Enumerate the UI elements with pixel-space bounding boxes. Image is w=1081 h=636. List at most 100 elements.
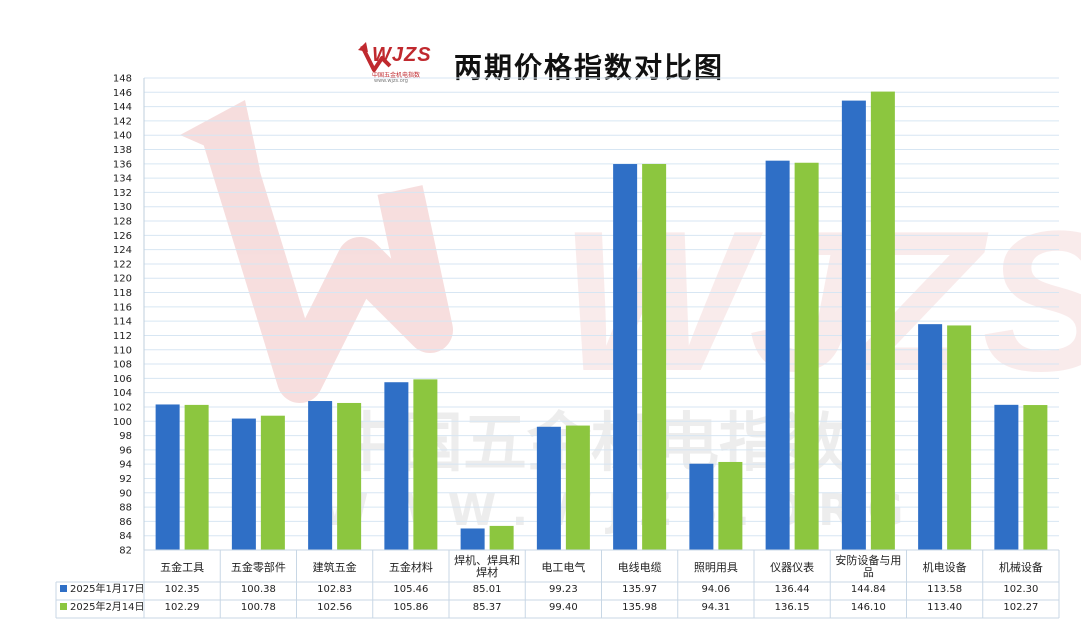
category-label: 品 [863,566,874,579]
table-cell: 105.86 [393,602,428,613]
table-cell: 136.44 [775,584,810,595]
y-tick-label: 120 [113,274,132,285]
table-cell: 113.40 [927,602,962,613]
table-cell: 94.31 [702,602,731,613]
y-tick-label: 116 [113,302,132,313]
table-cell: 144.84 [851,584,886,595]
category-label: 安防设备与用 [835,553,901,567]
bar-2-4 [413,379,438,550]
table-cell: 102.27 [1003,602,1038,613]
table-cell: 100.38 [241,584,276,595]
y-tick-label: 110 [113,345,132,356]
bar-1-2 [231,418,256,550]
table-cell: 136.15 [775,602,810,613]
table-cell: 94.06 [702,584,731,595]
y-tick-label: 106 [113,374,132,385]
legend-swatch [60,603,67,610]
category-label: 机电设备 [923,560,967,574]
category-label: 五金零部件 [231,560,286,574]
table-cell: 102.83 [317,584,352,595]
y-tick-label: 128 [113,217,132,228]
y-tick-label: 104 [113,388,132,399]
category-label: 焊材 [476,565,498,579]
y-tick-label: 96 [119,445,132,456]
y-tick-label: 100 [113,417,132,428]
table-cell: 99.23 [549,584,578,595]
table-cell: 102.30 [1003,584,1038,595]
y-tick-label: 86 [119,517,132,528]
bar-1-8 [689,463,714,550]
category-label: 电线电缆 [618,560,662,574]
category-label: 焊机、焊具和 [454,553,520,567]
y-tick-label: 118 [113,288,132,299]
logo-icon [358,42,392,72]
bars [155,91,1048,551]
category-label: 建筑五金 [313,560,357,574]
table-cell: 146.10 [851,602,886,613]
y-tick-label: 112 [113,331,132,342]
bar-2-8 [718,461,743,550]
y-tick-label: 138 [113,145,132,156]
table-cell: 102.29 [165,602,200,613]
y-tick-label: 140 [113,131,132,142]
y-tick-label: 148 [113,74,132,85]
bar-2-9 [794,162,819,550]
y-tick-label: 132 [113,188,132,199]
y-tick-label: 124 [113,245,132,256]
bar-1-11 [918,324,943,550]
bar-1-3 [308,401,333,550]
bar-2-11 [947,325,972,550]
table-cell: 99.40 [549,602,578,613]
table-cell: 135.98 [622,602,657,613]
category-label: 仪器仪表 [770,560,814,574]
table-cell: 135.97 [622,584,657,595]
bar-2-12 [1023,405,1048,550]
y-tick-label: 84 [119,531,132,542]
y-axis-ticks: 82 84 86 88 90 92 94 96 98 100 102 104 106 108 110 112 1… [113,74,132,557]
table-cell: 85.01 [473,584,502,595]
legend-swatch [60,585,67,592]
table-cell: 85.37 [473,602,502,613]
bar-1-9 [765,160,790,550]
y-tick-label: 122 [113,259,132,270]
bar-1-5 [460,528,485,550]
y-tick-label: 82 [119,546,132,557]
bar-2-10 [870,91,895,550]
legend-label: 2025年1月17日 [70,582,145,595]
y-tick-label: 142 [113,116,132,127]
bar-1-1 [155,404,180,550]
bar-1-12 [994,404,1019,550]
bar-1-10 [841,100,866,550]
y-tick-label: 94 [119,460,132,471]
table-cell: 102.35 [165,584,200,595]
y-tick-label: 130 [113,202,132,213]
y-tick-label: 126 [113,231,132,242]
bar-2-7 [642,163,667,550]
table-cell: 105.46 [393,584,428,595]
logo-text: WJZS [372,44,432,66]
table-cell: 102.56 [317,602,352,613]
bar-2-3 [337,402,362,550]
y-tick-label: 88 [119,503,132,514]
table-cell: 113.58 [927,584,962,595]
y-tick-label: 134 [113,174,132,185]
y-tick-label: 90 [119,488,132,499]
category-label: 机械设备 [999,560,1043,574]
logo-url: www.wjzs.org [374,78,408,84]
grid-lines [143,77,1059,551]
bar-2-6 [565,425,590,550]
bar-1-6 [536,426,561,550]
y-tick-label: 92 [119,474,132,485]
bar-2-1 [184,404,209,550]
bar-2-5 [489,525,514,550]
table-cell: 100.78 [241,602,276,613]
category-label: 五金材料 [389,560,433,574]
y-tick-label: 108 [113,360,132,371]
bar-1-7 [613,164,638,551]
y-tick-label: 136 [113,159,132,170]
category-label: 照明用具 [694,561,738,574]
y-tick-label: 144 [113,102,132,113]
y-tick-label: 98 [119,431,132,442]
